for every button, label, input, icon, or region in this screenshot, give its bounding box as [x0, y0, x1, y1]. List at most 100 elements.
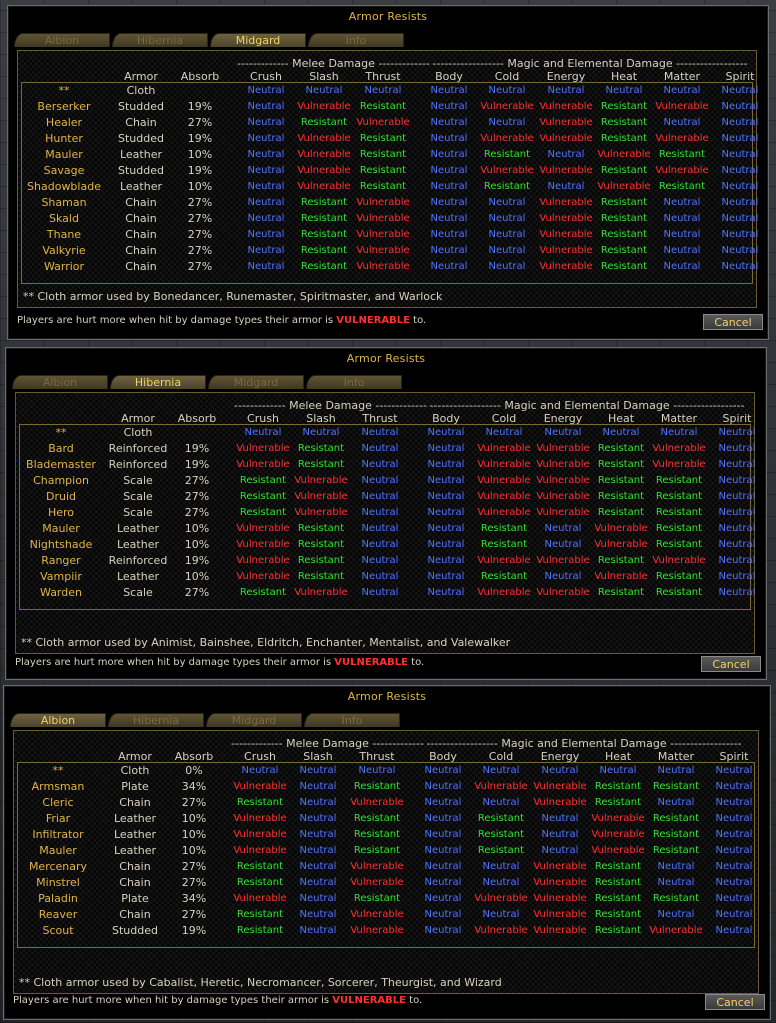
resist-cell: Neutral	[302, 427, 340, 438]
resist-cell: Neutral	[721, 149, 759, 160]
absorb-value: 19%	[181, 924, 207, 937]
armor-type: Scale	[123, 474, 153, 487]
resist-cell: Neutral	[430, 117, 468, 128]
resist-cell: Resistant	[297, 459, 345, 470]
class-name: Mauler	[45, 148, 83, 161]
class-name: Shaman	[41, 196, 87, 209]
resist-cell: Neutral	[541, 765, 579, 776]
resist-cell: Neutral	[361, 507, 399, 518]
class-name: Thane	[46, 228, 82, 241]
resist-cell: Vulnerable	[536, 443, 590, 454]
resist-cell: Resistant	[594, 861, 642, 872]
resist-cell: Vulnerable	[533, 877, 587, 888]
tab-info[interactable]: Info	[308, 33, 404, 47]
resist-cell: Vulnerable	[652, 459, 706, 470]
resist-cell: Vulnerable	[233, 845, 287, 856]
resist-cell: Neutral	[663, 229, 701, 240]
class-name: Druid	[45, 490, 76, 503]
resist-cell: Neutral	[488, 213, 526, 224]
resist-cell: Neutral	[299, 829, 337, 840]
cancel-button[interactable]: Cancel	[705, 994, 765, 1010]
resist-cell: Neutral	[424, 765, 462, 776]
tab-albion[interactable]: Albion	[12, 375, 108, 389]
tab-albion[interactable]: Albion	[14, 33, 110, 47]
resist-cell: Neutral	[424, 797, 462, 808]
resist-cell: Vulnerable	[356, 245, 410, 256]
resist-cell: Resistant	[597, 507, 645, 518]
tab-albion[interactable]: Albion	[10, 713, 106, 727]
cancel-button[interactable]: Cancel	[703, 314, 763, 330]
resist-cell: Neutral	[247, 85, 285, 96]
resist-cell: Vulnerable	[297, 149, 351, 160]
resist-cell: Resistant	[300, 245, 348, 256]
resist-cell: Resistant	[597, 443, 645, 454]
resist-cell: Neutral	[424, 893, 462, 904]
damage-type-header-thrust: Thrust	[365, 70, 401, 83]
absorb-value: 10%	[184, 570, 210, 583]
resist-cell: Resistant	[597, 475, 645, 486]
resist-cell: Resistant	[652, 813, 700, 824]
resist-cell: Vulnerable	[652, 443, 706, 454]
resist-cell: Neutral	[247, 165, 285, 176]
tab-hibernia[interactable]: Hibernia	[112, 33, 208, 47]
resist-cell: Neutral	[299, 797, 337, 808]
status-suffix: to.	[410, 315, 427, 326]
damage-type-header-spirit: Spirit	[725, 70, 755, 83]
damage-type-header-cold: Cold	[491, 412, 517, 425]
resist-cell: Vulnerable	[594, 523, 648, 534]
class-name: Healer	[45, 116, 83, 129]
resist-cell: Resistant	[600, 197, 648, 208]
resist-cell: Neutral	[361, 427, 399, 438]
resist-cell: Resistant	[483, 181, 531, 192]
resist-cell: Vulnerable	[236, 571, 290, 582]
armor-type: Leather	[119, 180, 163, 193]
tab-info[interactable]: Info	[304, 713, 400, 727]
resist-cell: Resistant	[594, 925, 642, 936]
tab-info[interactable]: Info	[306, 375, 402, 389]
resist-cell: Neutral	[482, 861, 520, 872]
resist-cell: Vulnerable	[236, 443, 290, 454]
tab-hibernia[interactable]: Hibernia	[108, 713, 204, 727]
resist-cell: Vulnerable	[539, 245, 593, 256]
cloth-footnote: ** Cloth armor used by Cabalist, Heretic…	[19, 976, 502, 989]
resist-cell: Vulnerable	[350, 925, 404, 936]
resist-cell: Neutral	[430, 85, 468, 96]
resist-cell: Resistant	[300, 117, 348, 128]
resist-cell: Resistant	[597, 459, 645, 470]
resist-cell: Neutral	[299, 845, 337, 856]
resist-cell: Neutral	[485, 427, 523, 438]
resist-cell: Resistant	[300, 229, 348, 240]
resist-cell: Vulnerable	[356, 229, 410, 240]
resist-cell: Vulnerable	[533, 925, 587, 936]
tab-midgard[interactable]: Midgard	[210, 33, 306, 47]
resist-cell: Vulnerable	[356, 261, 410, 272]
resist-cell: Vulnerable	[649, 925, 703, 936]
resist-cell: Resistant	[477, 845, 525, 856]
resist-cell: Vulnerable	[477, 459, 531, 470]
resist-cell: Neutral	[715, 925, 753, 936]
window-title: Armor Resists	[347, 690, 427, 703]
class-name: Mauler	[42, 522, 80, 535]
armor-type: Cloth	[123, 426, 153, 439]
absorb-value: 27%	[187, 212, 213, 225]
resist-cell: Vulnerable	[477, 491, 531, 502]
armor-type: Studded	[112, 924, 158, 937]
resist-cell: Resistant	[600, 133, 648, 144]
resist-cell: Neutral	[602, 427, 640, 438]
resist-cell: Neutral	[361, 539, 399, 550]
resist-cell: Resistant	[236, 861, 284, 872]
resist-cell: Vulnerable	[233, 813, 287, 824]
resist-cell: Neutral	[718, 507, 756, 518]
cancel-button[interactable]: Cancel	[701, 656, 761, 672]
class-name: Champion	[33, 474, 89, 487]
resist-cell: Resistant	[600, 101, 648, 112]
tab-midgard[interactable]: Midgard	[208, 375, 304, 389]
class-name: Blademaster	[26, 458, 96, 471]
armor-type: Chain	[119, 860, 151, 873]
class-name: Hero	[47, 506, 75, 519]
class-name: Savage	[43, 164, 85, 177]
resist-cell: Resistant	[652, 845, 700, 856]
tab-midgard[interactable]: Midgard	[206, 713, 302, 727]
tab-hibernia[interactable]: Hibernia	[110, 375, 206, 389]
resist-cell: Vulnerable	[539, 261, 593, 272]
